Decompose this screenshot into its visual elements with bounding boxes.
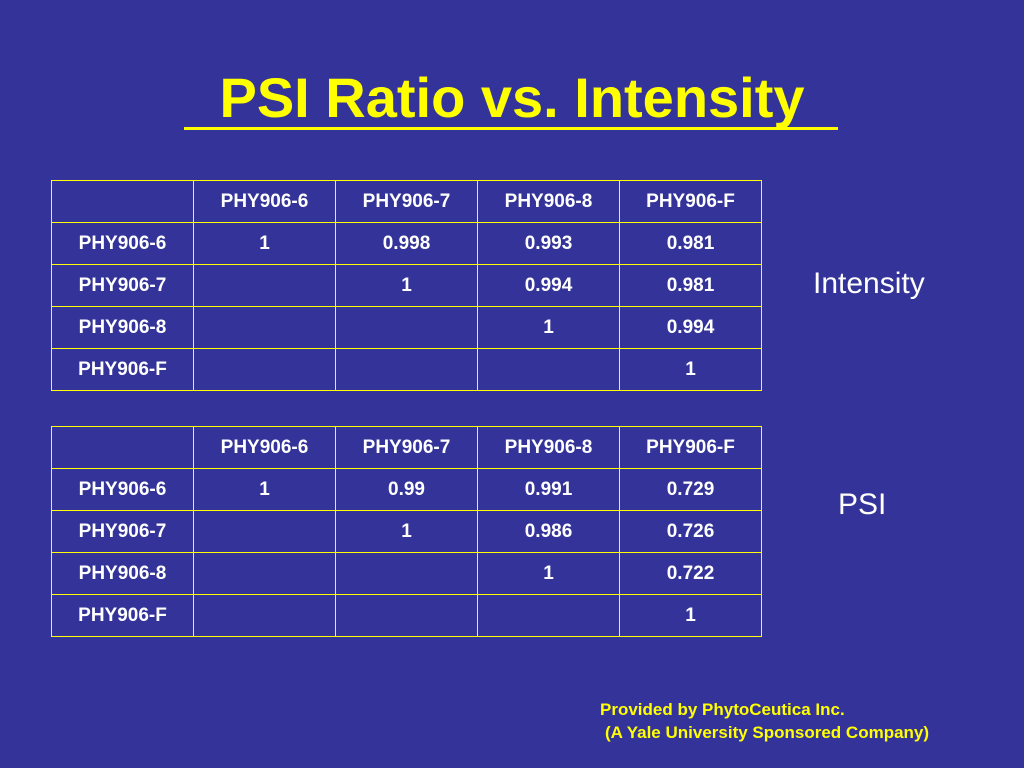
table-cell: 1	[477, 552, 620, 595]
table-cell	[193, 348, 336, 391]
header-cell	[51, 426, 194, 469]
table-cell	[193, 552, 336, 595]
table-cell	[335, 594, 478, 637]
header-cell: PHY906-6	[193, 426, 336, 469]
table-cell: 0.998	[335, 222, 478, 265]
table-cell: 1	[335, 510, 478, 553]
footer-provider: Provided by PhytoCeutica Inc.	[600, 700, 845, 719]
psi-table: PHY906-6 PHY906-7 PHY906-8 PHY906-F PHY9…	[51, 426, 762, 637]
row-label-cell: PHY906-8	[51, 306, 194, 349]
table-cell	[477, 348, 620, 391]
table-cell	[193, 594, 336, 637]
header-cell	[51, 180, 194, 223]
table-cell: 0.99	[335, 468, 478, 511]
table-cell: 1	[619, 348, 762, 391]
row-label-cell: PHY906-8	[51, 552, 194, 595]
table-cell: 0.981	[619, 264, 762, 307]
table-cell: 1	[477, 306, 620, 349]
table-row: PHY906-8 1 0.722	[51, 552, 762, 595]
table-cell: 0.994	[619, 306, 762, 349]
table-cell	[335, 552, 478, 595]
table-cell	[477, 594, 620, 637]
table-cell	[193, 306, 336, 349]
table-row: PHY906-6 1 0.998 0.993 0.981	[51, 222, 762, 265]
table-row: PHY906-F 1	[51, 348, 762, 391]
table-cell	[193, 264, 336, 307]
row-label-cell: PHY906-6	[51, 468, 194, 511]
header-cell: PHY906-F	[619, 426, 762, 469]
header-cell: PHY906-7	[335, 426, 478, 469]
table-cell: 1	[335, 264, 478, 307]
header-cell: PHY906-7	[335, 180, 478, 223]
table-cell: 0.991	[477, 468, 620, 511]
table-row: PHY906-6 1 0.99 0.991 0.729	[51, 468, 762, 511]
table-cell: 0.726	[619, 510, 762, 553]
intensity-label: Intensity	[813, 267, 925, 300]
table-cell: 0.994	[477, 264, 620, 307]
table-cell: 0.729	[619, 468, 762, 511]
intensity-table: PHY906-6 PHY906-7 PHY906-8 PHY906-F PHY9…	[51, 180, 762, 391]
table-cell	[335, 306, 478, 349]
table-row: PHY906-F 1	[51, 594, 762, 637]
row-label-cell: PHY906-7	[51, 510, 194, 553]
table-row: PHY906-7 1 0.994 0.981	[51, 264, 762, 307]
table-cell: 1	[193, 468, 336, 511]
header-cell: PHY906-6	[193, 180, 336, 223]
footer-affiliation: (A Yale University Sponsored Company)	[605, 723, 930, 742]
table-cell: 0.981	[619, 222, 762, 265]
table-row: PHY906-7 1 0.986 0.726	[51, 510, 762, 553]
row-label-cell: PHY906-F	[51, 348, 194, 391]
row-label-cell: PHY906-6	[51, 222, 194, 265]
table-row: PHY906-8 1 0.994	[51, 306, 762, 349]
table-cell: 1	[619, 594, 762, 637]
row-label-cell: PHY906-7	[51, 264, 194, 307]
table-header-row: PHY906-6 PHY906-7 PHY906-8 PHY906-F	[51, 180, 762, 223]
table-cell: 0.986	[477, 510, 620, 553]
header-cell: PHY906-8	[477, 180, 620, 223]
table-cell: 0.993	[477, 222, 620, 265]
psi-label: PSI	[838, 488, 887, 521]
table-cell: 1	[193, 222, 336, 265]
table-cell	[193, 510, 336, 553]
header-cell: PHY906-8	[477, 426, 620, 469]
table-cell: 0.722	[619, 552, 762, 595]
table-cell	[335, 348, 478, 391]
title-underline	[184, 127, 838, 130]
row-label-cell: PHY906-F	[51, 594, 194, 637]
slide-title: PSI Ratio vs. Intensity	[219, 66, 805, 129]
header-cell: PHY906-F	[619, 180, 762, 223]
table-header-row: PHY906-6 PHY906-7 PHY906-8 PHY906-F	[51, 426, 762, 469]
